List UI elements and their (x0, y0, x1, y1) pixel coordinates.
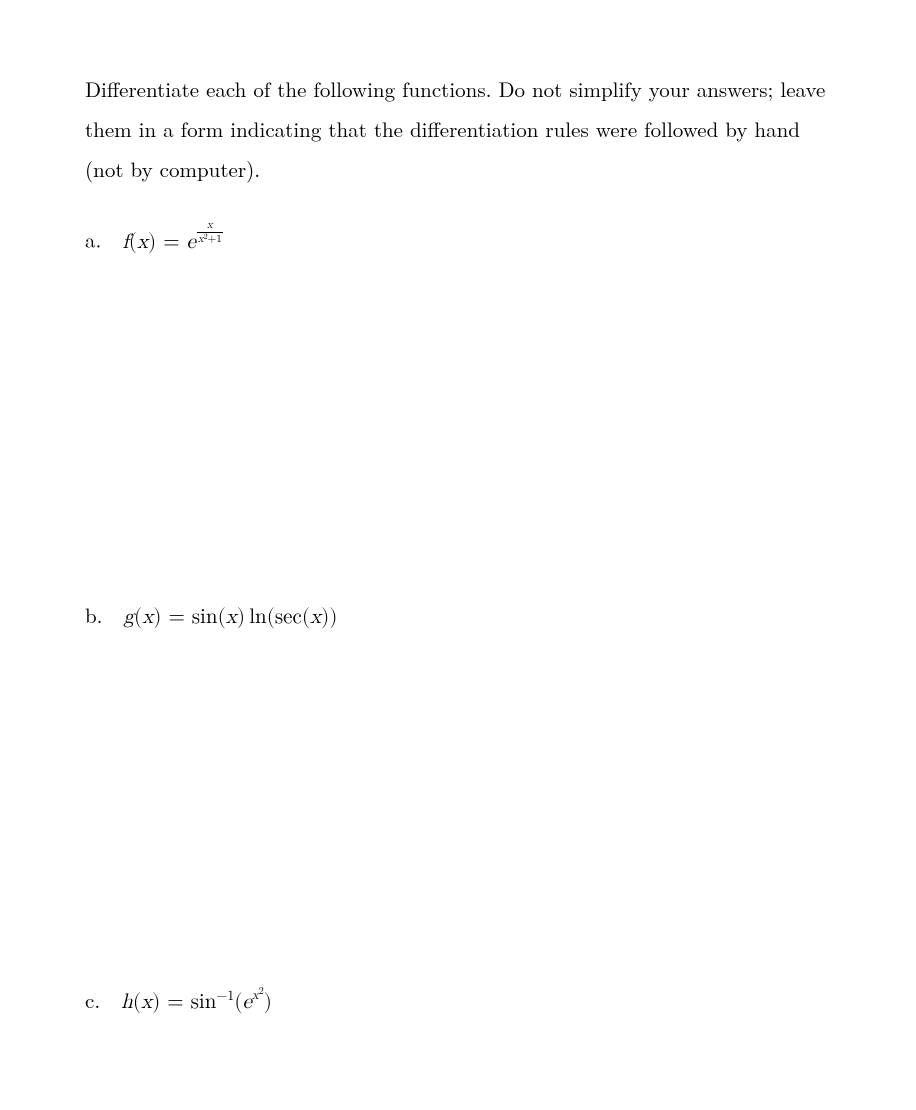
nested-exponent: x2 (252, 989, 264, 1002)
instructions-text: Differentiate each of the following func… (85, 70, 836, 190)
problem-a-label: a. (85, 225, 122, 255)
exponent-fraction: xx2+1 (197, 220, 223, 245)
problem-b: b. g(x) = sin(x) ln(sec(x)) (85, 600, 337, 630)
problem-a-expression: f(x) = exx2+1 (122, 232, 222, 253)
problem-a: a. f(x) = exx2+1 (85, 220, 223, 255)
problem-b-expression: g(x) = sin(x) ln(sec(x)) (124, 607, 338, 628)
problem-b-label: b. (85, 600, 124, 630)
problem-c: c. h(x) = sin−1(ex2) (85, 985, 272, 1015)
problem-c-expression: h(x) = sin−1(ex2) (121, 992, 272, 1013)
problem-c-label: c. (85, 985, 121, 1015)
